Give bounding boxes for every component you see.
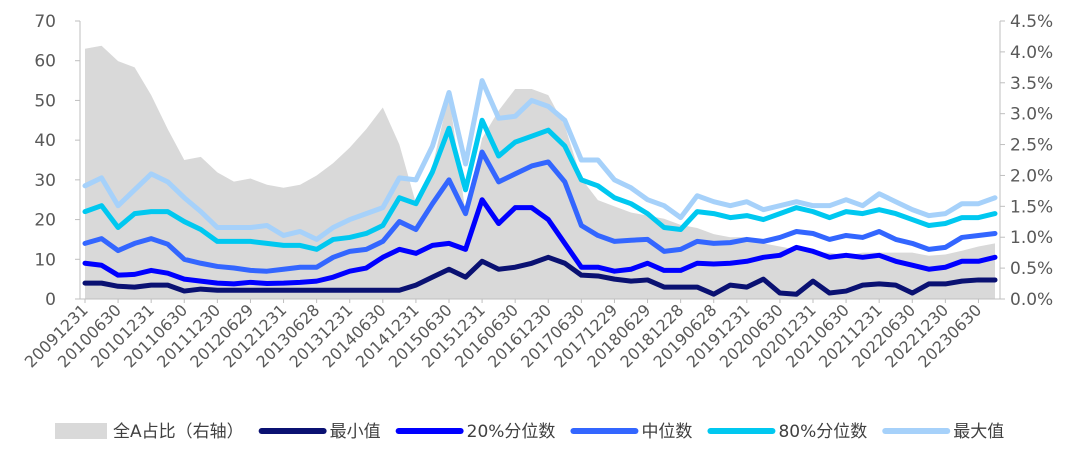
- y-left-tick-label: 70: [34, 12, 56, 32]
- y-left-tick-label: 60: [34, 52, 56, 72]
- y-right-tick-label: 1.5%: [1010, 197, 1053, 217]
- legend-item: 最大值: [882, 422, 1004, 442]
- y-left-tick-label: 50: [34, 91, 56, 111]
- y-left-tick-label: 10: [34, 250, 56, 270]
- legend-label: 20%分位数: [467, 422, 556, 442]
- y-right-tick-label: 4.5%: [1010, 12, 1053, 32]
- legend-item: 20%分位数: [395, 422, 556, 442]
- series-line-3: [82, 117, 998, 252]
- series-line-2: [82, 149, 998, 274]
- series-line-0: [82, 254, 998, 297]
- y-right-tick-label: 2.0%: [1010, 166, 1053, 186]
- legend-item: 中位数: [570, 422, 692, 442]
- legend-label: 最大值: [953, 422, 1004, 442]
- y-right-tick-label: 3.0%: [1010, 105, 1053, 125]
- series-line-1: [82, 197, 998, 287]
- legend-swatch-area: [55, 423, 107, 439]
- y-left-tick-label: 40: [34, 131, 56, 151]
- legend-label: 最小值: [330, 422, 381, 442]
- legend-label: 全A占比（右轴）: [113, 422, 244, 442]
- legend-item: 最小值: [258, 422, 381, 442]
- legend-label: 80%分位数: [778, 422, 867, 442]
- y-right-tick-label: 0.0%: [1010, 290, 1053, 310]
- legend: 全A占比（右轴） 最小值 20%分位数 中位数 80%分位数 最大值: [55, 422, 1004, 442]
- y-left-tick-label: 0: [45, 290, 56, 310]
- legend-item: 80%分位数: [707, 422, 867, 442]
- series-line-4: [82, 78, 998, 242]
- y-right-tick-label: 0.5%: [1010, 259, 1053, 279]
- series-lines: [82, 78, 998, 297]
- y-left-tick-label: 30: [34, 171, 56, 191]
- y-right-tick-label: 3.5%: [1010, 74, 1053, 94]
- legend-item: 全A占比（右轴）: [55, 422, 244, 442]
- y-right-tick-label: 4.0%: [1010, 43, 1053, 63]
- y-left-tick-label: 20: [34, 211, 56, 231]
- legend-label: 中位数: [641, 422, 692, 442]
- y-right-tick-label: 2.5%: [1010, 136, 1053, 156]
- y-right-tick-label: 1.0%: [1010, 228, 1053, 248]
